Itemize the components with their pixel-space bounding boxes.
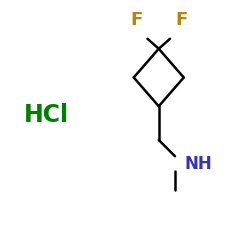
- Text: NH: NH: [184, 155, 212, 173]
- Text: F: F: [130, 11, 142, 29]
- Text: F: F: [175, 11, 188, 29]
- Text: HCl: HCl: [24, 103, 69, 127]
